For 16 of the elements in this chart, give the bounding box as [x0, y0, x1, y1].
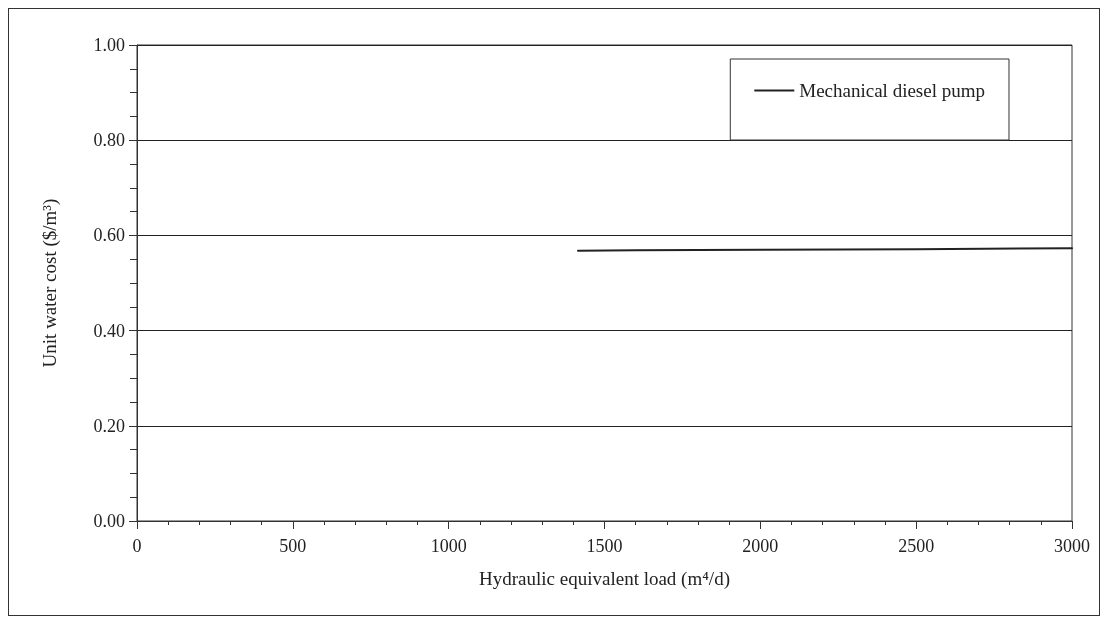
y-tick-label: 0.80: [93, 130, 125, 151]
x-tick-label: 2500: [898, 536, 935, 556]
x-tick-label: 2000: [742, 536, 779, 556]
y-tick-label: 1.00: [93, 35, 125, 55]
y-tick-label: 0.20: [93, 415, 125, 436]
x-tick-label: 1000: [430, 536, 467, 556]
x-tick-label: 3000: [1054, 536, 1090, 556]
x-tick-label: 500: [279, 536, 307, 556]
x-tick-label: 0: [132, 536, 142, 556]
y-tick-label: 0.60: [93, 225, 125, 246]
y-axis-title: Unit water cost ($/m³): [39, 198, 61, 368]
y-tick-label: 0.40: [93, 320, 125, 341]
legend-label: Mechanical diesel pump: [799, 80, 985, 101]
y-tick-label: 0.00: [93, 511, 125, 531]
x-tick-label: 1500: [586, 536, 623, 556]
x-axis-title: Hydraulic equivalent load (m⁴/d): [479, 568, 730, 590]
